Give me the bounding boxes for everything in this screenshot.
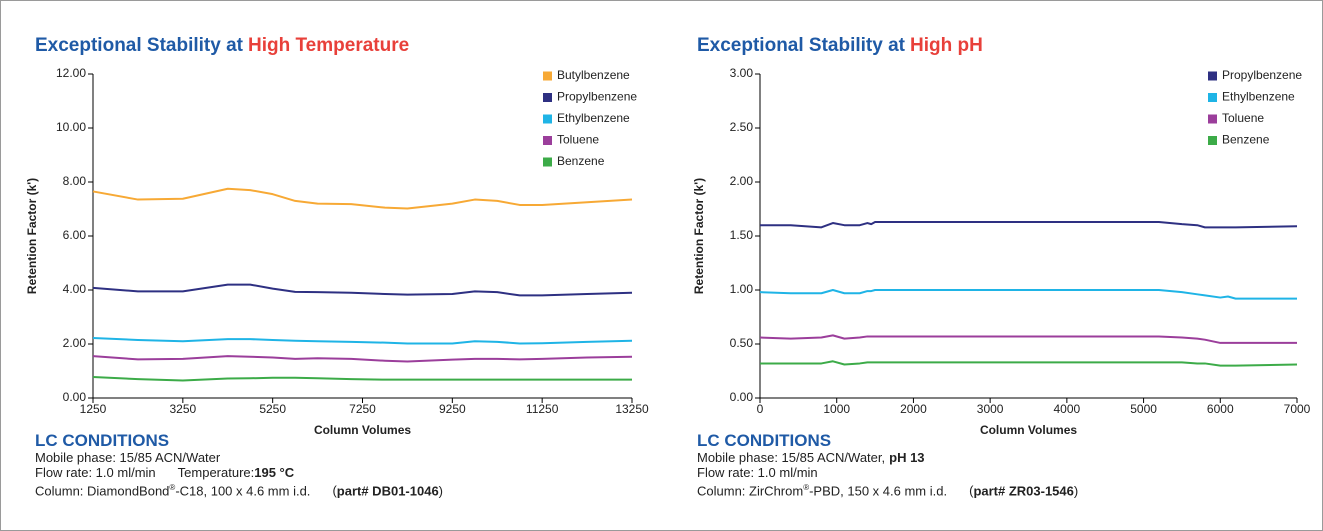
data-line (759, 289, 1297, 300)
y-tick-label: 1.50 (730, 228, 754, 242)
condition-line: Flow rate: 1.0 ml/min (697, 465, 1078, 480)
x-axis-label: Column Volumes (980, 423, 1077, 437)
title-highlight: High Temperature (248, 35, 409, 56)
condition-text: Column: DiamondBond (35, 483, 170, 499)
title-text: Exceptional Stability at (697, 35, 906, 56)
condition-text: ( (332, 483, 337, 499)
condition-text: ) (1073, 483, 1079, 499)
condition-text: Mobile phase: 15/85 ACN/Water, (697, 450, 886, 465)
x-tick-label: 6000 (1207, 402, 1234, 416)
y-tick-label: 8.00 (63, 174, 87, 188)
title-text: Exceptional Stability at (35, 35, 244, 56)
condition-text: part# DB01-1046 (336, 483, 439, 499)
y-tick-label: 0.00 (730, 390, 754, 404)
y-tick-label: 2.50 (730, 120, 754, 134)
x-tick-label: 3250 (169, 402, 196, 416)
x-tick-label: 1250 (80, 402, 107, 416)
legend-label: Propylbenzene (1222, 68, 1302, 82)
condition-text: Flow rate: 1.0 ml/min (697, 465, 818, 480)
y-tick-label: 2.00 (63, 336, 87, 350)
legend-swatch (543, 136, 552, 145)
x-tick-label: 7250 (349, 402, 376, 416)
x-tick-label: 3000 (977, 402, 1004, 416)
legend-label: Propylbenzene (557, 90, 637, 104)
y-tick-label: 0.00 (63, 390, 87, 404)
condition-text: 195 °C (254, 465, 295, 480)
lc-conditions: LC CONDITIONS Mobile phase: 15/85 ACN/Wat… (35, 431, 443, 499)
title-highlight: High pH (910, 35, 983, 56)
lc-conditions: LC CONDITIONS Mobile phase: 15/85 ACN/Wat… (697, 431, 1078, 499)
condition-text: part# ZR03-1546 (973, 483, 1074, 499)
legend-label: Butylbenzene (557, 68, 630, 82)
x-tick-label: 13250 (615, 402, 649, 416)
y-axis-label: Retention Factor (k') (692, 178, 706, 294)
condition-line: Mobile phase: 15/85 ACN/Water, pH 13 (697, 450, 1078, 465)
y-axis-label: Retention Factor (k') (25, 178, 39, 294)
legend-swatch (1208, 136, 1217, 145)
legend-label: Ethylbenzene (557, 111, 630, 125)
x-tick-label: 9250 (439, 402, 466, 416)
condition-text: ® (803, 483, 810, 492)
data-line (760, 220, 1298, 229)
x-tick-label: 4000 (1054, 402, 1081, 416)
condition-text: ® (169, 483, 176, 492)
condition-text: Flow rate: 1.0 ml/min (35, 465, 156, 480)
legend-swatch (1208, 93, 1217, 102)
condition-line: Flow rate: 1.0 ml/min Temperature:195 °C (35, 465, 443, 480)
condition-line: Mobile phase: 15/85 ACN/Water (35, 450, 443, 465)
legend-swatch (1208, 71, 1217, 81)
condition-text: Column: ZirChrom (697, 483, 804, 499)
x-tick-label: 5000 (1130, 402, 1157, 416)
legend-label: Benzene (1222, 133, 1270, 147)
chart-title: Exceptional Stability at High Temperature (35, 35, 409, 56)
legend-label: Toluene (1222, 111, 1264, 125)
y-tick-label: 2.00 (730, 174, 754, 188)
legend-label: Benzene (557, 154, 605, 168)
data-line (92, 375, 632, 382)
legend-swatch (543, 157, 552, 167)
y-tick-label: 0.50 (730, 336, 754, 350)
x-tick-label: 1000 (823, 402, 850, 416)
y-tick-label: 12.00 (56, 66, 86, 80)
x-tick-label: 2000 (900, 402, 927, 416)
condition-line: Column: DiamondBond®-C18, 100 x 4.6 mm i… (35, 480, 443, 498)
y-tick-label: 6.00 (63, 228, 87, 242)
condition-text: Temperature: (177, 465, 255, 480)
condition-text: ) (438, 483, 444, 499)
legend-swatch (543, 71, 552, 81)
data-line (92, 337, 633, 345)
x-tick-label: 7000 (1284, 402, 1311, 416)
conditions-heading: LC CONDITIONS (35, 431, 170, 450)
y-tick-label: 10.00 (56, 120, 86, 134)
condition-text: ( (969, 483, 974, 499)
data-line (760, 360, 1298, 367)
y-tick-label: 3.00 (730, 66, 754, 80)
data-line (759, 334, 1297, 344)
x-tick-label: 11250 (526, 402, 559, 416)
condition-line: Column: ZirChrom®-PBD, 150 x 4.6 mm i.d.… (697, 480, 1078, 498)
legend-swatch (543, 114, 552, 124)
x-tick-label: 0 (757, 402, 764, 416)
legend-swatch (543, 93, 552, 102)
conditions-heading: LC CONDITIONS (697, 431, 832, 450)
condition-text: -PBD, 150 x 4.6 mm i.d. (809, 483, 948, 499)
condition-text: -C18, 100 x 4.6 mm i.d. (175, 483, 311, 499)
condition-text: pH 13 (889, 450, 925, 465)
chart-title: Exceptional Stability at High pH (697, 35, 983, 56)
data-line (92, 283, 633, 297)
y-tick-label: 1.00 (730, 282, 754, 296)
data-line (92, 187, 633, 210)
x-tick-label: 5250 (259, 402, 286, 416)
y-tick-label: 4.00 (63, 282, 87, 296)
legend-swatch (1208, 114, 1217, 124)
data-line (92, 355, 633, 363)
legend-label: Toluene (557, 133, 599, 147)
legend-label: Ethylbenzene (1222, 90, 1295, 104)
x-axis-label: Column Volumes (314, 423, 411, 437)
condition-text: Mobile phase: 15/85 ACN/Water (35, 450, 221, 465)
